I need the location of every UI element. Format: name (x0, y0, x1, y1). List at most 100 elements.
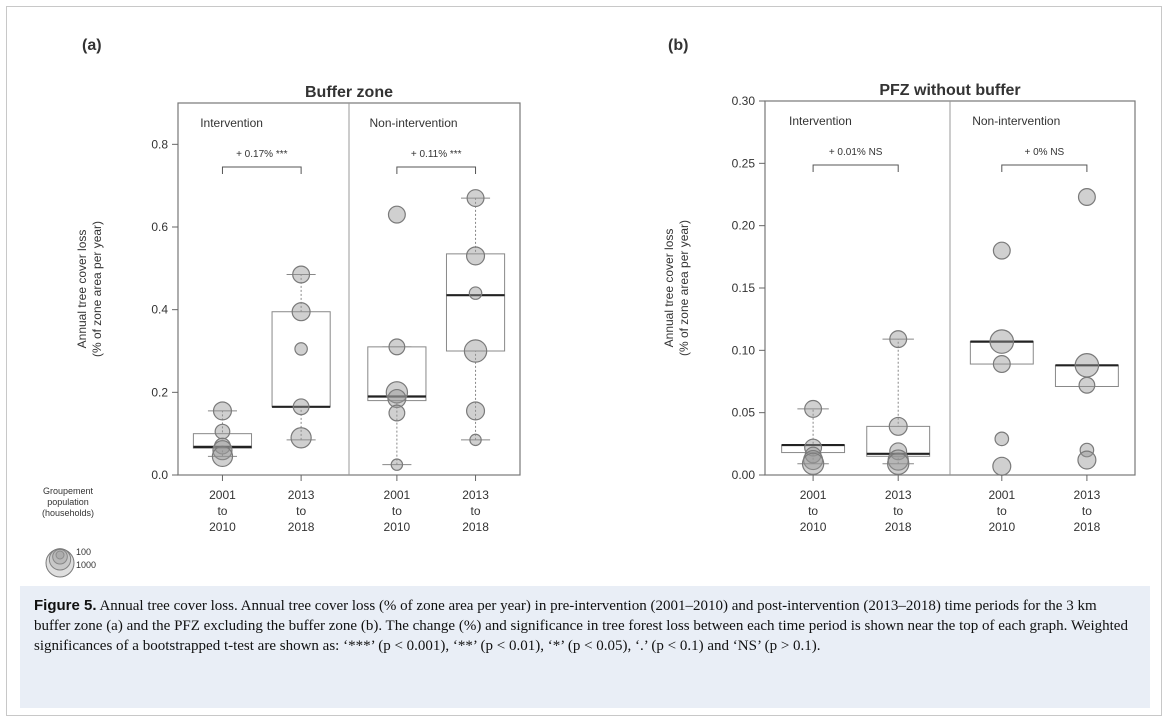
y-axis-label: Annual tree cover loss(% of zone area pe… (75, 221, 104, 357)
x-tick-label-line: 2018 (288, 520, 315, 534)
data-point (992, 456, 1012, 476)
data-point (887, 452, 910, 475)
x-tick-label: 2013 to 2018 (1074, 488, 1101, 534)
y-tick-label: 0.00 (732, 468, 756, 482)
panel-label: (a) (82, 37, 102, 54)
data-point (291, 302, 311, 322)
data-point (992, 241, 1011, 260)
figure-caption: Figure 5. Annual tree cover loss. Annual… (34, 596, 1136, 656)
x-tick-label-line: to (217, 504, 227, 518)
size-legend-title: Groupement population (households) (42, 486, 94, 518)
data-point (1077, 187, 1096, 206)
data-point (804, 399, 823, 418)
group-label: Intervention (200, 116, 263, 130)
significance-bracket (812, 164, 899, 172)
x-tick-label-line: 2010 (209, 520, 236, 534)
data-point (1074, 352, 1100, 378)
data-point (214, 423, 231, 440)
group-label: Intervention (789, 114, 852, 128)
size-legend-title-line: population (47, 497, 89, 507)
data-point (801, 452, 825, 475)
y-tick-label: 0.30 (732, 94, 756, 108)
size-legend-circle (45, 548, 75, 578)
x-tick-label-line: to (893, 504, 903, 518)
x-tick-label: 2001 to 2010 (988, 488, 1015, 534)
data-point (468, 286, 483, 300)
data-point (992, 355, 1011, 374)
x-tick-label-line: 2001 (800, 488, 827, 502)
size-legend-label: 1000 (76, 560, 96, 570)
y-tick-label: 0.6 (151, 220, 168, 234)
data-point (387, 205, 406, 224)
caption-text: Annual tree cover loss. Annual tree cove… (34, 598, 1128, 654)
y-tick-label: 0.05 (732, 406, 756, 420)
x-tick-label-line: to (296, 504, 306, 518)
x-tick-label-line: 2018 (1074, 520, 1101, 534)
significance-annotation: + 0.17% *** (236, 149, 288, 160)
x-tick-label-line: to (808, 504, 818, 518)
data-point (292, 398, 310, 416)
data-point (465, 246, 486, 266)
chart-panel-0: (a) Buffer zone 0.0 0.2 0.4 0.6 0.8 Annual tree… (75, 37, 521, 534)
x-tick-label-line: 2010 (800, 520, 827, 534)
x-tick-label-line: 2013 (885, 488, 912, 502)
data-point (212, 401, 233, 421)
y-tick-label: 0.2 (151, 385, 168, 399)
caption-label: Figure 5. (34, 597, 97, 614)
data-point (1078, 376, 1096, 394)
data-point (888, 416, 908, 436)
box (866, 425, 931, 457)
y-axis-label-line: Annual tree cover loss (75, 230, 89, 349)
size-legend-title-line: (households) (42, 508, 94, 518)
data-point (994, 431, 1010, 447)
group-label: Non-intervention (972, 114, 1060, 128)
box (445, 253, 506, 352)
x-tick-label-line: to (1082, 504, 1092, 518)
x-tick-label: 2001 to 2010 (800, 488, 827, 534)
data-point (1079, 442, 1095, 458)
data-point (463, 339, 488, 363)
data-point (387, 388, 407, 409)
data-point (385, 381, 409, 404)
group-label: Non-intervention (370, 116, 458, 130)
x-tick-label: 2001 to 2010 (209, 488, 236, 534)
significance-bracket (1001, 164, 1088, 172)
y-tick-label: 0.10 (732, 343, 756, 357)
y-tick-label: 0.8 (151, 137, 168, 151)
size-legend-title-line: Groupement (43, 486, 94, 496)
x-tick-label-line: 2018 (885, 520, 912, 534)
data-point (388, 404, 406, 422)
x-tick-label-line: 2001 (384, 488, 411, 502)
x-tick-label: 2013 to 2018 (885, 488, 912, 534)
data-point (294, 342, 308, 356)
data-point (390, 458, 404, 471)
data-point (889, 330, 908, 349)
x-tick-label: 2013 to 2018 (288, 488, 315, 534)
significance-annotation: + 0.11% *** (411, 149, 462, 160)
size-legend-circle (55, 550, 65, 560)
x-tick-label-line: to (471, 504, 481, 518)
data-point (1077, 450, 1097, 470)
caption-box: Figure 5. Annual tree cover loss. Annual… (20, 586, 1150, 708)
data-point (465, 401, 486, 421)
x-tick-label-line: 2010 (988, 520, 1015, 534)
y-axis-label-line: Annual tree cover loss (662, 229, 676, 348)
data-point (211, 445, 234, 468)
y-tick-label: 0.20 (732, 219, 756, 233)
significance-annotation: + 0% NS (1024, 147, 1064, 158)
box (367, 346, 427, 402)
y-axis-label-line: (% of zone area per year) (90, 221, 104, 357)
y-tick-label: 0.4 (151, 303, 168, 317)
y-tick-label: 0.0 (151, 468, 168, 482)
data-point (466, 189, 485, 208)
size-legend: Groupement population (households) 100 1000 (42, 486, 96, 578)
x-tick-label-line: 2013 (288, 488, 315, 502)
x-tick-label-line: 2018 (462, 520, 489, 534)
data-point (469, 433, 482, 447)
x-tick-label-line: 2001 (209, 488, 236, 502)
x-tick-label: 2013 to 2018 (462, 488, 489, 534)
chart-title: Buffer zone (305, 84, 393, 101)
data-point (212, 440, 233, 461)
data-point (292, 265, 311, 284)
